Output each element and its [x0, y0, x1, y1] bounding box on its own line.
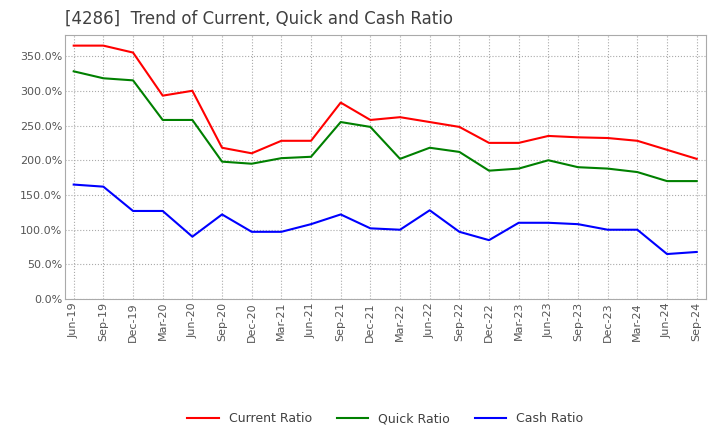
- Current Ratio: [603, 136, 612, 141]
- Quick Ratio: [574, 165, 582, 170]
- Current Ratio: [366, 117, 374, 123]
- Cash Ratio: [396, 227, 405, 232]
- Current Ratio: [633, 138, 642, 143]
- Quick Ratio: [248, 161, 256, 166]
- Cash Ratio: [662, 251, 671, 257]
- Quick Ratio: [366, 124, 374, 129]
- Line: Current Ratio: Current Ratio: [73, 46, 697, 159]
- Quick Ratio: [633, 169, 642, 175]
- Cash Ratio: [69, 182, 78, 187]
- Quick Ratio: [396, 156, 405, 161]
- Quick Ratio: [217, 159, 226, 164]
- Quick Ratio: [455, 149, 464, 154]
- Current Ratio: [455, 124, 464, 129]
- Quick Ratio: [69, 69, 78, 74]
- Cash Ratio: [544, 220, 553, 225]
- Current Ratio: [158, 93, 167, 98]
- Cash Ratio: [693, 249, 701, 255]
- Cash Ratio: [366, 226, 374, 231]
- Quick Ratio: [158, 117, 167, 123]
- Quick Ratio: [336, 119, 345, 125]
- Cash Ratio: [426, 208, 434, 213]
- Cash Ratio: [455, 229, 464, 235]
- Cash Ratio: [485, 238, 493, 243]
- Cash Ratio: [99, 184, 108, 189]
- Current Ratio: [485, 140, 493, 146]
- Current Ratio: [217, 145, 226, 150]
- Cash Ratio: [277, 229, 286, 235]
- Current Ratio: [544, 133, 553, 139]
- Current Ratio: [514, 140, 523, 146]
- Cash Ratio: [336, 212, 345, 217]
- Current Ratio: [277, 138, 286, 143]
- Current Ratio: [188, 88, 197, 93]
- Cash Ratio: [158, 208, 167, 213]
- Quick Ratio: [544, 158, 553, 163]
- Current Ratio: [693, 156, 701, 161]
- Quick Ratio: [426, 145, 434, 150]
- Current Ratio: [69, 43, 78, 48]
- Current Ratio: [662, 147, 671, 153]
- Cash Ratio: [633, 227, 642, 232]
- Quick Ratio: [693, 179, 701, 184]
- Current Ratio: [129, 50, 138, 55]
- Cash Ratio: [307, 221, 315, 227]
- Cash Ratio: [129, 208, 138, 213]
- Current Ratio: [426, 119, 434, 125]
- Quick Ratio: [277, 155, 286, 161]
- Current Ratio: [307, 138, 315, 143]
- Quick Ratio: [514, 166, 523, 171]
- Cash Ratio: [514, 220, 523, 225]
- Current Ratio: [336, 100, 345, 105]
- Current Ratio: [396, 114, 405, 120]
- Quick Ratio: [99, 76, 108, 81]
- Line: Cash Ratio: Cash Ratio: [73, 184, 697, 254]
- Current Ratio: [248, 150, 256, 156]
- Quick Ratio: [603, 166, 612, 171]
- Quick Ratio: [188, 117, 197, 123]
- Cash Ratio: [248, 229, 256, 235]
- Legend: Current Ratio, Quick Ratio, Cash Ratio: Current Ratio, Quick Ratio, Cash Ratio: [182, 407, 588, 430]
- Cash Ratio: [188, 234, 197, 239]
- Quick Ratio: [129, 78, 138, 83]
- Text: [4286]  Trend of Current, Quick and Cash Ratio: [4286] Trend of Current, Quick and Cash …: [65, 10, 453, 28]
- Cash Ratio: [574, 221, 582, 227]
- Line: Quick Ratio: Quick Ratio: [73, 71, 697, 181]
- Current Ratio: [574, 135, 582, 140]
- Quick Ratio: [307, 154, 315, 159]
- Cash Ratio: [217, 212, 226, 217]
- Current Ratio: [99, 43, 108, 48]
- Cash Ratio: [603, 227, 612, 232]
- Quick Ratio: [485, 168, 493, 173]
- Quick Ratio: [662, 179, 671, 184]
